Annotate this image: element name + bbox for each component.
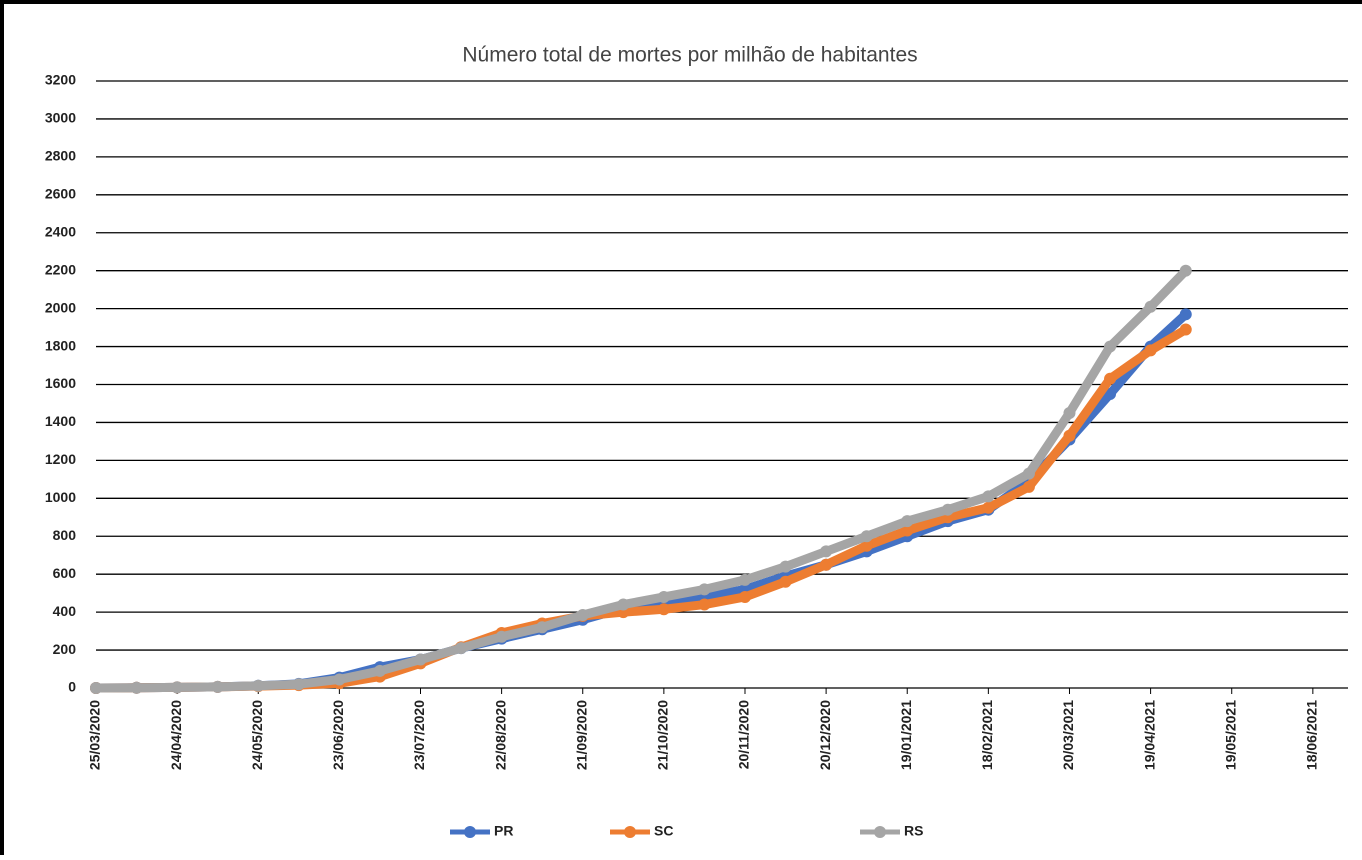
y-tick-label: 3000 [45,110,76,126]
y-tick-label: 2000 [45,299,76,315]
marker [860,539,873,552]
marker [171,681,184,694]
marker [982,501,995,514]
marker [1063,429,1076,442]
marker [1144,344,1157,357]
marker [130,681,143,694]
marker [373,664,386,677]
y-tick-label: 1000 [45,489,76,505]
marker [1104,372,1117,385]
marker [617,598,630,611]
series-line [95,311,1189,693]
marker [698,583,711,596]
y-tick-label: 2600 [45,186,76,202]
x-tick-label: 21/10/2020 [655,700,671,770]
x-tick-label: 20/12/2020 [817,700,833,770]
y-tick-label: 2400 [45,223,76,239]
marker [779,560,792,573]
y-tick-label: 200 [53,641,77,657]
legend-marker [464,826,476,838]
x-tick-label: 18/02/2021 [979,700,995,770]
chart-title: Número total de mortes por milhão de hab… [462,44,917,67]
marker [455,642,468,655]
marker [698,598,711,611]
legend-label: SC [654,823,673,839]
legend-label: RS [904,823,923,839]
x-tick-label: 21/09/2020 [573,700,589,770]
y-tick-label: 400 [53,603,77,619]
marker [941,503,954,516]
y-tick-label: 3200 [45,72,76,88]
marker [1104,387,1117,400]
legend-marker [874,826,886,838]
marker [657,603,670,616]
x-tick-label: 24/04/2020 [168,700,184,770]
marker [901,515,914,528]
series-line [95,267,1189,693]
x-tick-label: 22/08/2020 [492,700,508,770]
x-tick-label: 20/03/2021 [1060,700,1076,770]
marker [211,680,224,693]
marker [1179,323,1192,336]
series-line [95,325,1189,693]
marker [1022,480,1035,493]
marker [495,630,508,643]
y-tick-label: 2200 [45,261,76,277]
x-tick-label: 19/05/2021 [1222,700,1238,770]
legend-marker [624,826,636,838]
x-tick-label: 19/01/2021 [898,700,914,770]
y-tick-label: 800 [53,527,77,543]
marker [860,530,873,543]
marker [252,679,265,692]
marker [901,524,914,537]
y-tick-label: 1600 [45,375,76,391]
marker [1144,300,1157,313]
marker [90,682,102,694]
marker [738,573,751,586]
marker [820,545,833,558]
marker [414,653,427,666]
x-tick-label: 19/04/2021 [1141,700,1157,770]
x-tick-label: 18/06/2021 [1304,700,1320,770]
y-tick-label: 1800 [45,337,76,353]
x-tick-label: 24/05/2020 [249,700,265,770]
marker [333,673,346,686]
x-tick-label: 23/07/2020 [411,700,427,770]
marker [536,621,549,634]
marker [982,490,995,503]
y-tick-label: 1200 [45,451,76,467]
marker [1104,340,1117,353]
marker [657,590,670,603]
marker [738,590,751,603]
marker [576,608,589,621]
legend-label: PR [494,823,513,839]
y-tick-label: 600 [53,565,77,581]
marker [292,678,305,691]
marker [1179,308,1192,321]
marker [820,558,833,571]
x-tick-label: 20/11/2020 [736,700,752,770]
y-tick-label: 2800 [45,148,76,164]
marker [1063,406,1076,419]
x-tick-label: 23/06/2020 [330,700,346,770]
marker [1179,264,1192,277]
marker [1022,467,1035,480]
marker [779,575,792,588]
y-tick-label: 1400 [45,413,76,429]
x-tick-label: 25/03/2020 [87,700,103,770]
y-tick-label: 0 [68,679,76,695]
